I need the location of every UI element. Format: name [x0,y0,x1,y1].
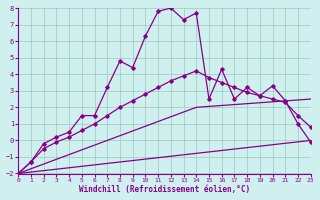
X-axis label: Windchill (Refroidissement éolien,°C): Windchill (Refroidissement éolien,°C) [79,185,250,194]
